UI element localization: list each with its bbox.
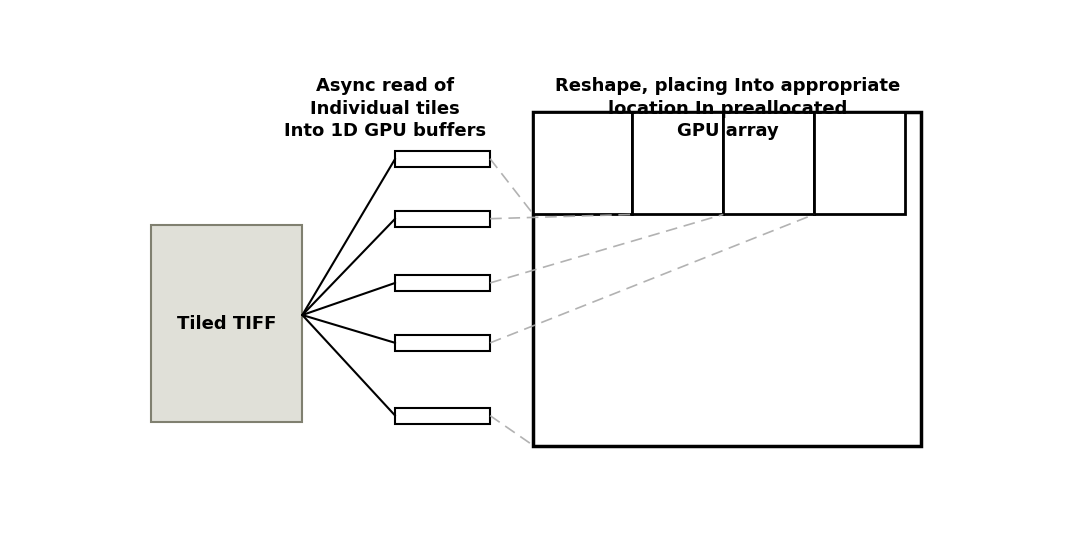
Bar	[723, 112, 814, 215]
Bar	[395, 275, 490, 291]
Bar	[814, 112, 905, 215]
Bar	[395, 408, 490, 424]
Bar	[395, 211, 490, 227]
Text: Tiled TIFF: Tiled TIFF	[177, 315, 277, 332]
Bar	[633, 112, 723, 215]
Bar	[534, 112, 921, 445]
Text: Reshape, placing Into appropriate
location In preallocated
GPU array: Reshape, placing Into appropriate locati…	[555, 77, 900, 140]
Bar	[534, 112, 633, 215]
Bar	[151, 225, 302, 422]
Bar	[395, 151, 490, 167]
Bar	[395, 335, 490, 351]
Text: Async read of
Individual tiles
Into 1D GPU buffers: Async read of Individual tiles Into 1D G…	[283, 77, 486, 140]
